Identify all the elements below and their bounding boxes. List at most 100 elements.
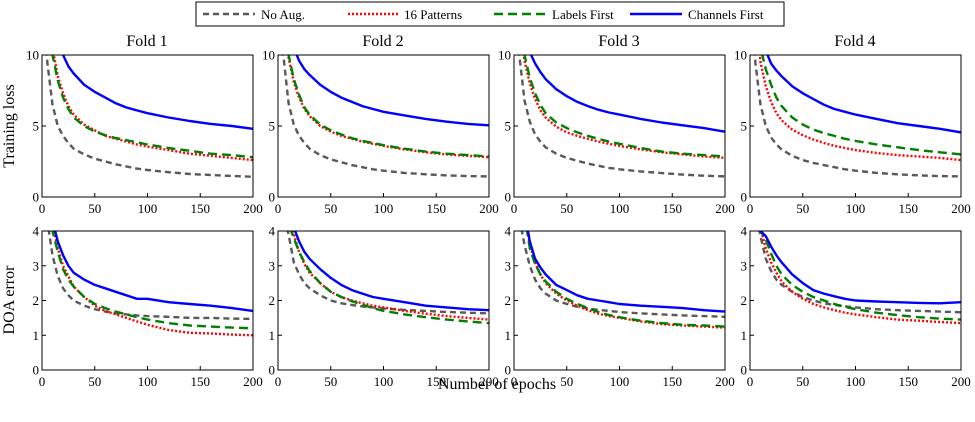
series-line-16-patterns [758, 55, 961, 162]
y-tick-label: 0 [33, 363, 40, 378]
x-tick-label: 100 [138, 201, 158, 216]
series-group [520, 231, 725, 329]
series-group [45, 55, 253, 178]
y-tick-label: 1 [33, 328, 40, 343]
x-tick-label: 0 [747, 201, 754, 216]
y-tick-label: 5 [269, 119, 276, 134]
legend: No Aug. 16 Patterns Labels First Channel… [195, 1, 785, 27]
panel-doa-error-fold-4: 0 1 2 3 4 0 50 100 150 200 [741, 224, 971, 390]
y-tick-label: 1 [505, 328, 512, 343]
x-tick-label: 50 [88, 374, 101, 389]
x-tick-label: 100 [846, 201, 866, 216]
series-line-no-aug [286, 231, 489, 315]
x-tick-label: 200 [951, 374, 971, 389]
series-group [518, 55, 725, 178]
y-tick-label: 2 [741, 293, 748, 308]
x-tick-label: 50 [324, 374, 337, 389]
series-group [758, 231, 961, 325]
x-tick-label: 50 [560, 201, 573, 216]
fold-title-2: Fold 2 [362, 33, 403, 50]
series-line-labels-first [51, 55, 253, 159]
x-tick-label: 0 [39, 374, 46, 389]
x-tick-label: 0 [511, 201, 518, 216]
series-line-no-aug [518, 55, 725, 178]
y-tick-label: 3 [505, 258, 512, 273]
x-tick-label: 200 [243, 374, 263, 389]
y-tick-label: 4 [505, 224, 512, 239]
y-tick-label: 3 [33, 258, 40, 273]
legend-label-16-patterns: 16 Patterns [404, 7, 462, 22]
series-line-labels-first [761, 55, 961, 156]
y-tick-label: 0 [505, 190, 512, 205]
x-tick-label: 50 [796, 201, 809, 216]
series-line-no-aug [758, 231, 961, 314]
series-line-no-aug [520, 231, 725, 318]
x-tick-label: 150 [899, 374, 919, 389]
x-tick-label: 150 [191, 201, 211, 216]
y-label-training-loss: Training loss [1, 84, 18, 167]
panel-doa-error-fold-2: 0 1 2 3 4 0 50 100 150 200 [269, 224, 499, 390]
x-tick-label: 100 [610, 201, 630, 216]
y-tick-label: 4 [269, 224, 276, 239]
x-tick-label: 200 [951, 201, 971, 216]
x-tick-label: 50 [88, 201, 101, 216]
series-line-channels-first [293, 231, 489, 312]
y-tick-label: 10 [734, 48, 747, 63]
legend-entry-labels-first: Labels First [494, 7, 614, 22]
x-tick-label: 200 [715, 201, 735, 216]
x-tick-label: 100 [374, 201, 394, 216]
series-group [47, 231, 253, 337]
series-line-no-aug [45, 55, 253, 178]
x-tick-label: 200 [479, 201, 499, 216]
x-tick-label: 200 [715, 374, 735, 389]
x-tick-label: 0 [511, 374, 518, 389]
series-line-channels-first [766, 55, 961, 134]
y-label-doa-error: DOA error [1, 265, 18, 335]
y-tick-label: 0 [741, 190, 748, 205]
x-tick-label: 150 [427, 201, 447, 216]
series-line-labels-first [51, 231, 253, 330]
y-tick-label: 0 [33, 190, 40, 205]
y-tick-label: 2 [505, 293, 512, 308]
series-line-channels-first [61, 55, 253, 130]
axes-frame [277, 230, 490, 371]
legend-entry-16-patterns: 16 Patterns [348, 7, 462, 22]
x-tick-label: 50 [560, 374, 573, 389]
x-tick-label: 0 [275, 201, 282, 216]
legend-entry-channels-first: Channels First [630, 7, 764, 22]
y-tick-label: 0 [741, 363, 748, 378]
x-tick-label: 100 [846, 374, 866, 389]
fold-title-3: Fold 3 [598, 33, 639, 50]
legend-label-labels-first: Labels First [552, 7, 614, 22]
y-tick-label: 1 [741, 328, 748, 343]
series-line-channels-first [526, 231, 725, 313]
y-tick-label: 10 [262, 48, 275, 63]
y-tick-label: 2 [33, 293, 40, 308]
y-tick-label: 0 [269, 363, 276, 378]
y-tick-label: 2 [269, 293, 276, 308]
fold-title-1: Fold 1 [126, 33, 167, 50]
x-tick-label: 0 [747, 374, 754, 389]
legend-label-channels-first: Channels First [688, 7, 764, 22]
y-tick-label: 5 [741, 119, 748, 134]
series-line-no-aug [282, 55, 489, 178]
y-tick-label: 10 [498, 48, 511, 63]
series-line-16-patterns [526, 231, 725, 329]
y-tick-label: 5 [505, 119, 512, 134]
legend-box [195, 1, 785, 27]
series-line-16-patterns [760, 231, 961, 325]
series-line-channels-first [295, 55, 489, 127]
legend-label-no-aug: No Aug. [261, 7, 305, 22]
x-tick-label: 150 [663, 374, 683, 389]
series-line-no-aug [47, 231, 253, 321]
y-tick-label: 3 [741, 258, 748, 273]
series-line-channels-first [53, 231, 253, 313]
x-tick-label: 150 [899, 201, 919, 216]
fold-title-4: Fold 4 [834, 33, 875, 50]
x-tick-label: 150 [191, 374, 211, 389]
x-tick-label: 0 [39, 201, 46, 216]
